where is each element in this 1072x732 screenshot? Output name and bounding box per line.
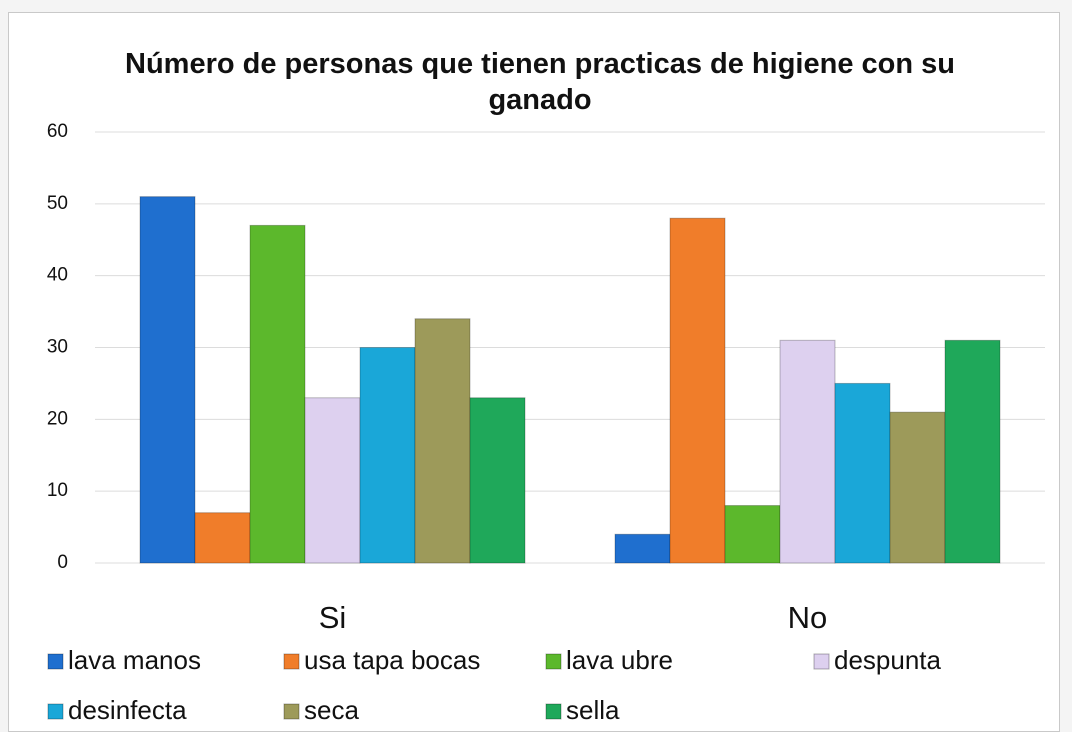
bar	[724, 505, 781, 564]
legend-swatch	[283, 703, 300, 720]
y-tick-label: 0	[57, 552, 68, 573]
legend-label: sella	[566, 695, 620, 725]
legend-swatch	[47, 703, 64, 720]
y-tick-label: 50	[47, 193, 68, 214]
bar	[944, 339, 1001, 564]
bar	[414, 318, 471, 564]
chart-title: Número de personas que tienen practicas …	[125, 48, 955, 116]
legend-label: seca	[304, 695, 359, 725]
bar	[669, 217, 726, 564]
bar	[249, 224, 306, 564]
bar	[139, 196, 196, 564]
y-tick-label: 10	[47, 480, 68, 501]
legend-label: lava ubre	[566, 645, 673, 675]
bar	[834, 382, 891, 564]
bar	[304, 397, 361, 564]
legend-label: lava manos	[68, 645, 201, 675]
y-tick-label: 20	[47, 408, 68, 429]
legend-label: despunta	[834, 645, 942, 675]
legend-swatch	[545, 703, 562, 720]
x-tick-label: Si	[319, 600, 347, 635]
bar	[889, 411, 946, 564]
bar	[359, 347, 416, 564]
legend-swatch	[47, 653, 64, 670]
y-tick-label: 30	[47, 337, 68, 358]
bar	[469, 397, 526, 564]
bar	[614, 533, 671, 564]
bar	[779, 339, 836, 564]
legend-label: desinfecta	[68, 695, 187, 725]
legend-swatch	[283, 653, 300, 670]
bar	[194, 512, 251, 564]
legend-swatch	[813, 653, 830, 670]
legend-swatch	[545, 653, 562, 670]
x-tick-label: No	[788, 600, 828, 635]
legend-label: usa tapa bocas	[304, 645, 480, 675]
y-tick-label: 60	[47, 121, 68, 142]
y-tick-label: 40	[47, 265, 68, 286]
